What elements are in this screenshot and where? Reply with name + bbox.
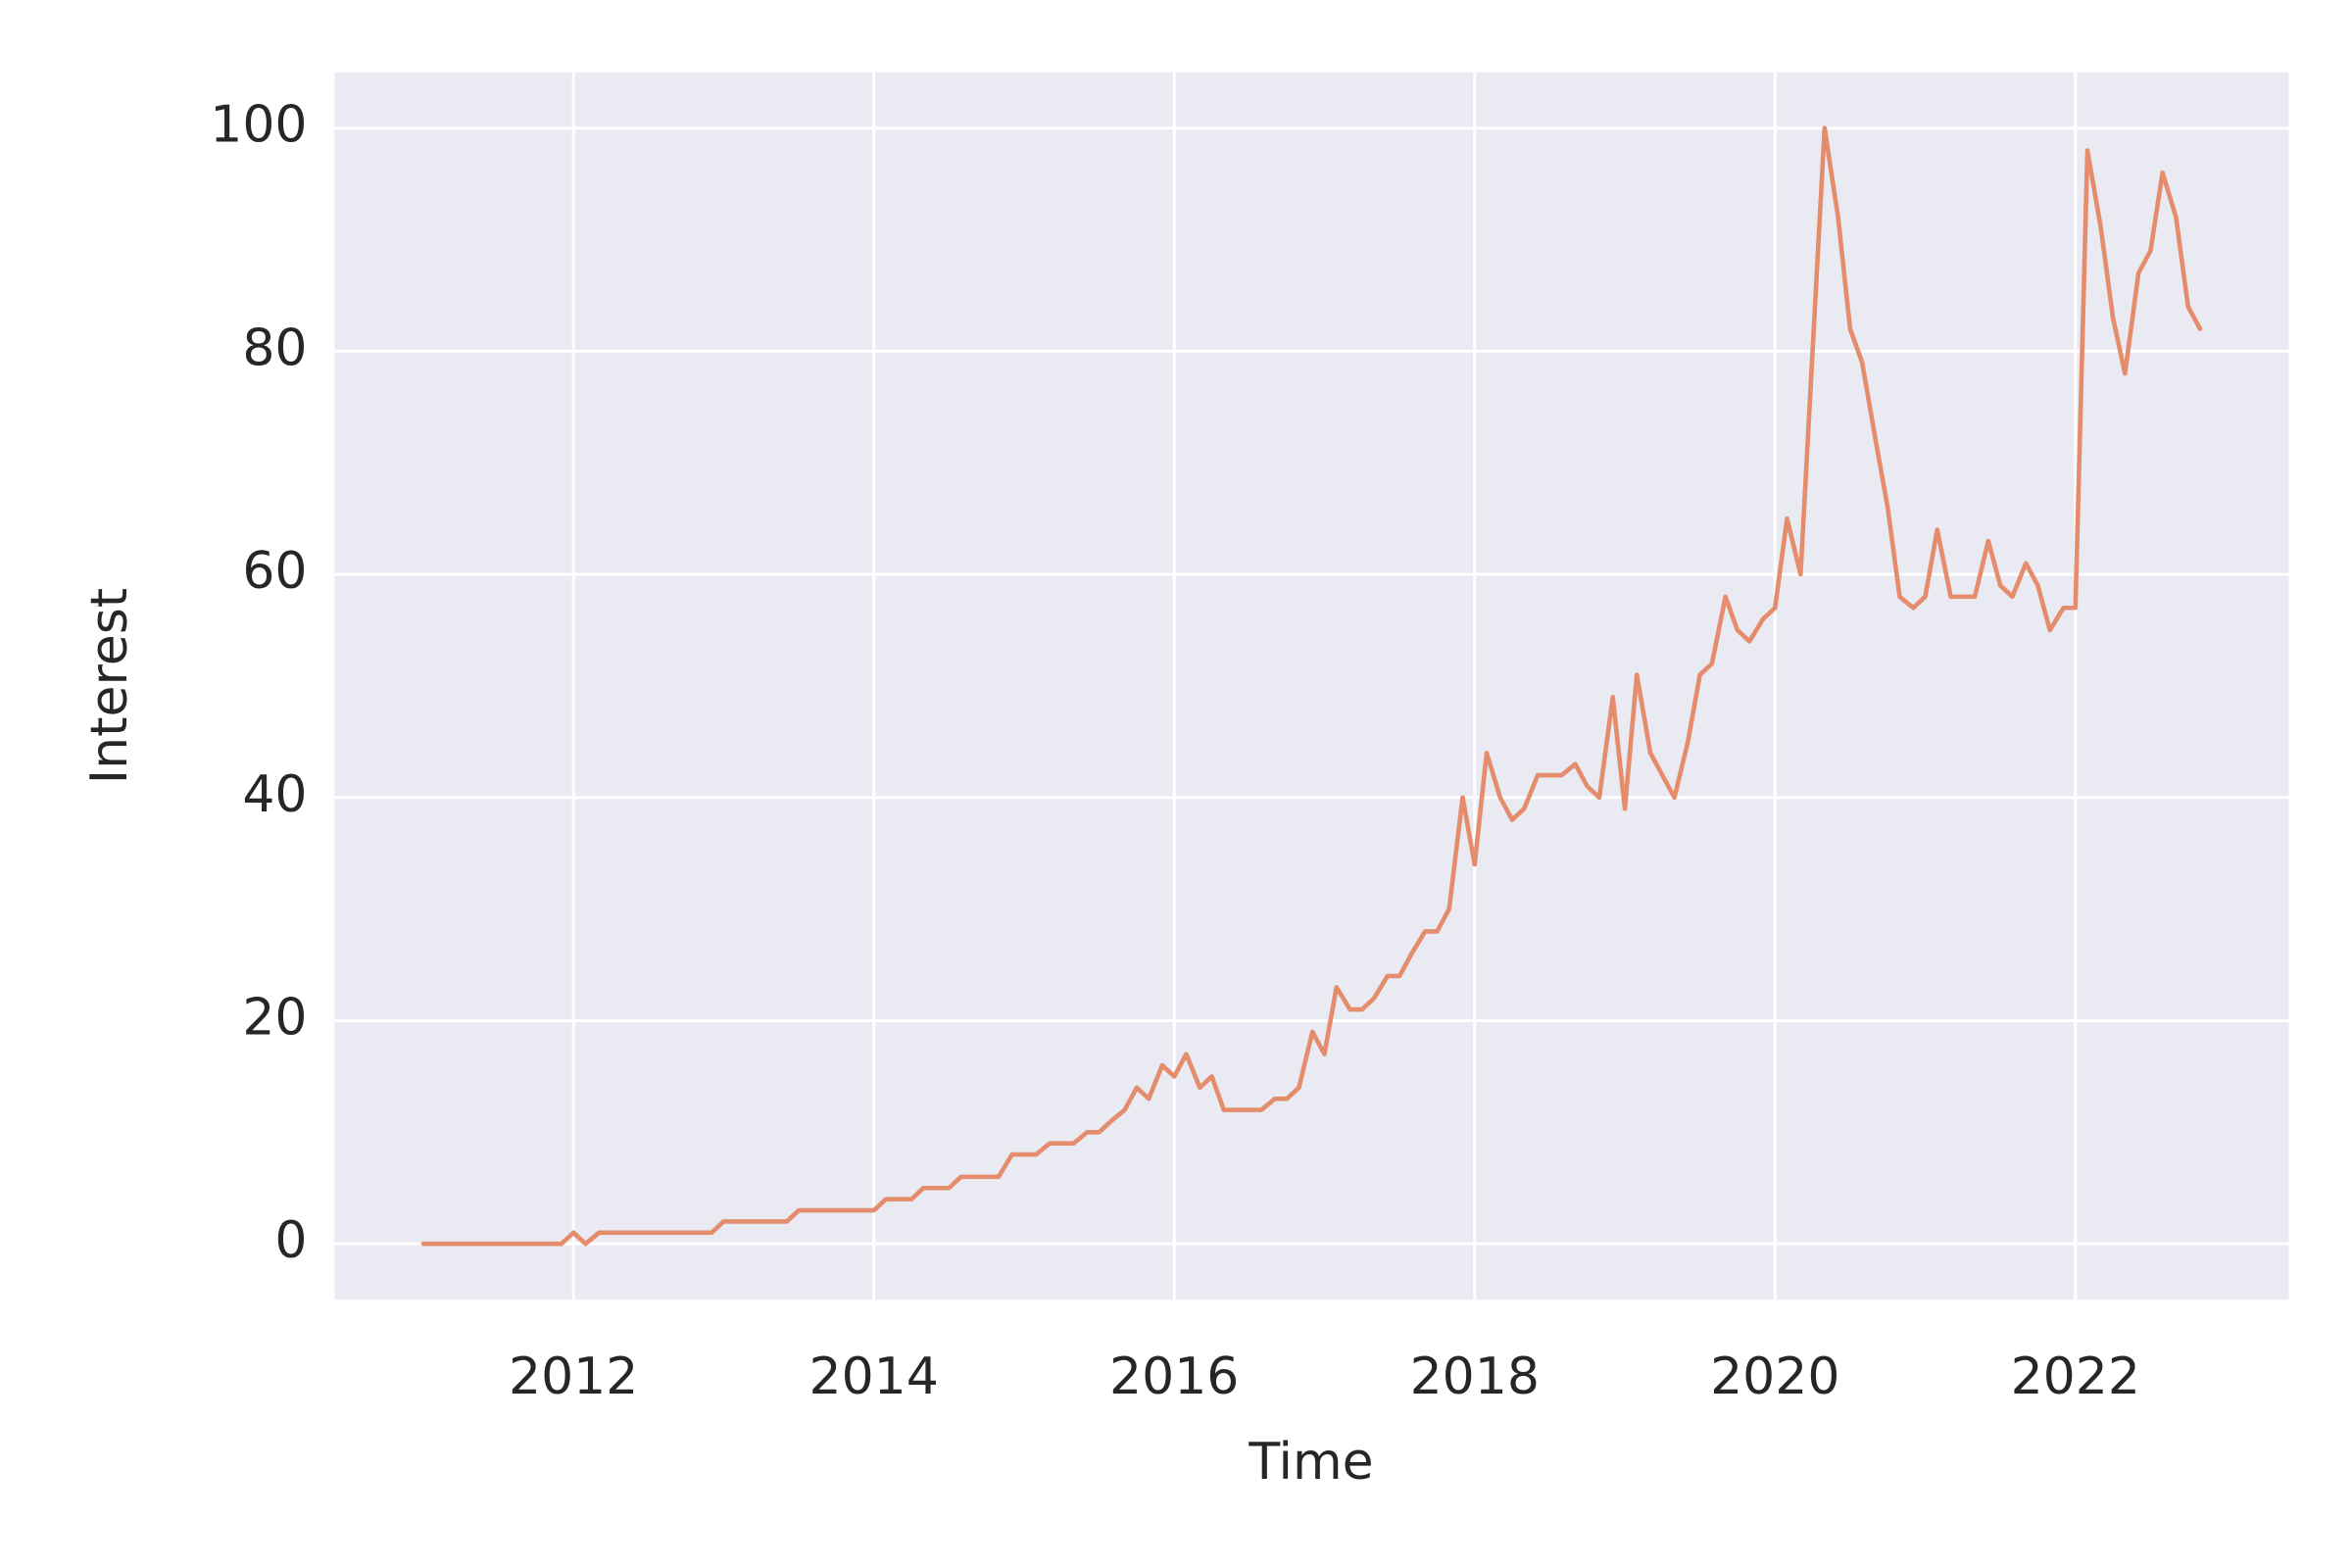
x-tick-label: 2016 [1109, 1348, 1239, 1406]
x-tick-label: 2022 [2011, 1348, 2140, 1406]
y-tick-label: 100 [210, 96, 307, 155]
x-tick-label: 2018 [1410, 1348, 1540, 1406]
plot-area [334, 72, 2289, 1300]
y-tick-label: 20 [242, 988, 307, 1047]
y-tick-label: 40 [242, 765, 307, 824]
data-line [420, 125, 2203, 1247]
y-tick-label: 60 [242, 542, 307, 601]
y-tick-label: 80 [242, 318, 307, 377]
x-tick-label: 2014 [809, 1348, 939, 1406]
x-tick-label: 2012 [509, 1348, 638, 1406]
y-axis-label: Interest [80, 588, 139, 784]
y-tick-label: 0 [274, 1211, 307, 1270]
x-tick-label: 2020 [1710, 1348, 1839, 1406]
x-axis-label: Time [1248, 1433, 1373, 1492]
